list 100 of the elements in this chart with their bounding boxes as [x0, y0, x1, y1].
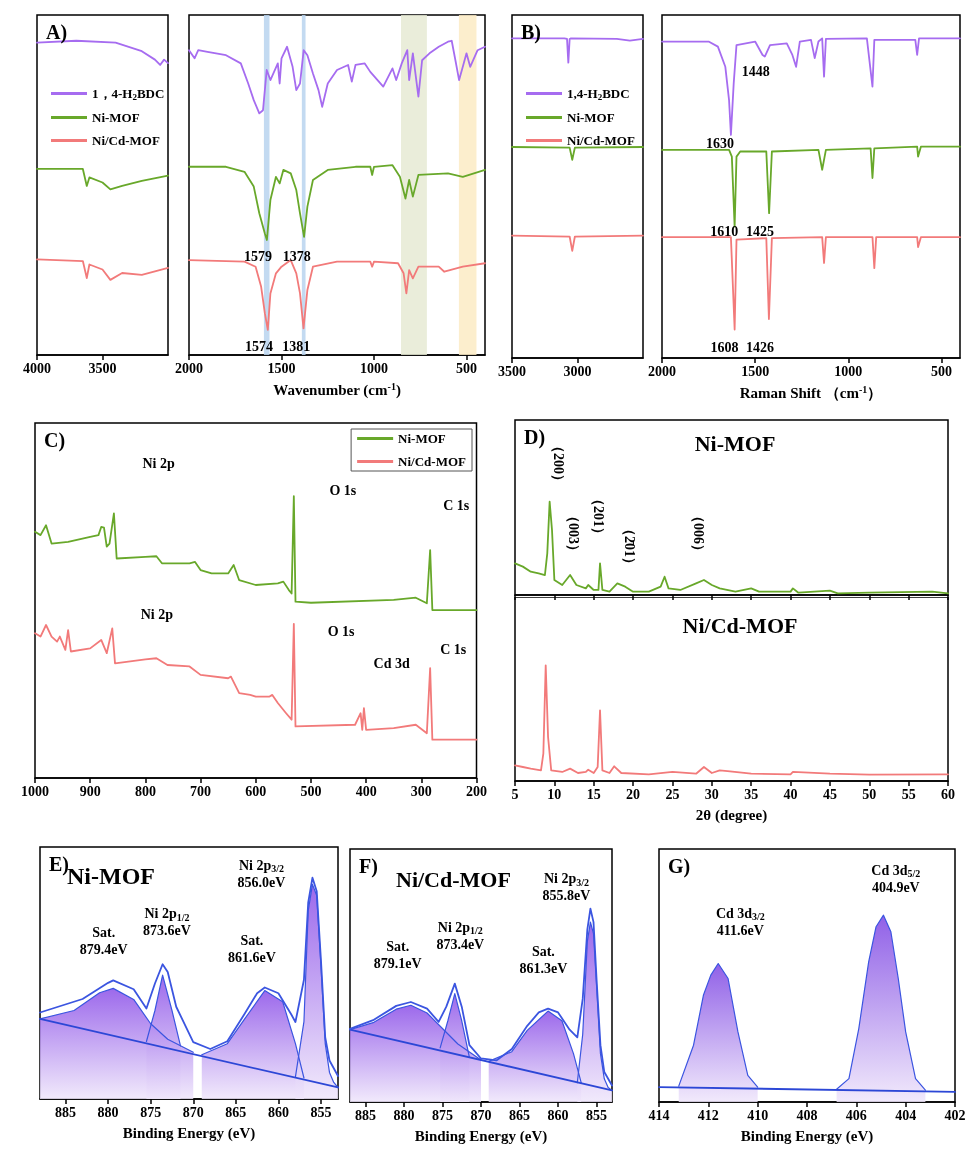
x-tick-label: 3500 — [88, 360, 117, 376]
x-tick-label: 800 — [134, 783, 156, 799]
annotation: Sat. 861.3eV — [519, 944, 568, 977]
x-tick-label: 404 — [895, 1107, 917, 1123]
annotation: （201） — [591, 492, 607, 542]
x-tick-label: 3500 — [498, 363, 526, 379]
x-tick-label: 60 — [941, 786, 955, 802]
annotation: 1426 — [746, 339, 775, 355]
x-tick-label: 865 — [225, 1104, 247, 1120]
annotation: 1630 — [706, 135, 735, 151]
chart-title: B) — [521, 21, 541, 44]
x-tick-label: 20 — [626, 786, 641, 802]
x-axis-title: Binding Energy (eV) — [122, 1124, 256, 1142]
x-tick-label: 300 — [410, 783, 432, 799]
x-tick-label: 5 — [511, 786, 519, 802]
legend-label: Ni/Cd-MOF — [567, 133, 635, 148]
x-tick-label: 1000 — [834, 363, 863, 379]
x-tick-label: 500 — [930, 363, 952, 379]
annotation: （003） — [565, 508, 581, 558]
annotation: （006） — [691, 508, 707, 558]
annotation: 1574 — [244, 339, 273, 354]
annotation: Sat. 879.4eV — [79, 925, 128, 958]
x-tick-label: 855 — [586, 1107, 608, 1123]
x-tick-label: 10 — [547, 786, 562, 802]
annotation: Cd 3d — [373, 655, 410, 671]
x-tick-label: 55 — [901, 786, 916, 802]
annotation: 1579 — [244, 249, 272, 265]
x-tick-label: 40 — [783, 786, 798, 802]
x-tick-label: 870 — [182, 1104, 204, 1120]
x-tick-label: 200 — [466, 783, 487, 799]
x-tick-label: 410 — [747, 1107, 769, 1123]
chart-subtitle: Ni/Cd-MOF — [682, 612, 798, 638]
x-tick-label: 50 — [862, 786, 877, 802]
x-tick-label: 3000 — [563, 363, 592, 379]
x-tick-label: 860 — [547, 1107, 569, 1123]
chart-subtitle: Ni-MOF — [694, 430, 776, 456]
annotation: 1381 — [282, 339, 311, 354]
x-axis-title: 2θ (degree) — [695, 806, 768, 824]
text: （200） — [550, 438, 566, 488]
annotation: Sat. 861.6eV — [227, 933, 276, 966]
annotation: O 1s — [327, 624, 356, 640]
x-axis-title: Binding Energy (eV) — [740, 1127, 874, 1145]
chart-title: D) — [524, 426, 546, 449]
x-tick-label: 700 — [190, 783, 212, 799]
x-tick-label: 880 — [393, 1107, 415, 1123]
x-tick-label: 885 — [354, 1107, 376, 1123]
legend-label: Ni/Cd-MOF — [92, 133, 160, 148]
legend-label: Ni/Cd-MOF — [398, 454, 467, 469]
x-tick-label: 900 — [79, 783, 101, 799]
annotation: O 1s — [329, 483, 357, 499]
annotation: 1448 — [741, 64, 770, 80]
x-tick-label: 860 — [267, 1104, 289, 1120]
x-tick-label: 600 — [245, 783, 267, 799]
chart-title: F) — [359, 855, 378, 878]
x-tick-label: 500 — [300, 783, 322, 799]
x-tick-label: 1500 — [267, 360, 296, 376]
annotation: Ni 2p — [140, 607, 174, 623]
annotation: Sat. 879.1eV — [373, 938, 422, 971]
x-axis-title: Binding Energy (eV) — [414, 1127, 548, 1145]
annotation: C 1s — [440, 642, 467, 658]
x-tick-label: 865 — [509, 1107, 531, 1123]
x-tick-label: 25 — [665, 786, 680, 802]
x-tick-label: 408 — [796, 1107, 818, 1123]
x-tick-label: 2000 — [648, 363, 676, 379]
annotation: 1425 — [746, 223, 775, 239]
legend-label: Ni-MOF — [92, 110, 140, 125]
text: Ni 2p — [142, 455, 175, 471]
x-tick-label: 4000 — [23, 360, 51, 376]
annotation: （2̄01） — [622, 522, 638, 572]
x-tick-label: 412 — [697, 1107, 719, 1123]
x-tick-label: 885 — [55, 1104, 77, 1120]
x-tick-label: 870 — [470, 1107, 492, 1123]
x-tick-label: 406 — [845, 1107, 867, 1123]
annotation: 1610 — [710, 223, 739, 239]
chart-subtitle: Ni-MOF — [67, 863, 155, 889]
x-tick-label: 1500 — [741, 363, 770, 379]
x-tick-label: 30 — [704, 786, 719, 802]
x-tick-label: 875 — [431, 1107, 453, 1123]
chart-title: E) — [49, 853, 69, 876]
x-tick-label: 414 — [648, 1107, 670, 1123]
annotation: C 1s — [443, 497, 470, 513]
chart-title: C) — [44, 429, 66, 452]
legend-label: Ni-MOF — [567, 110, 615, 125]
x-tick-label: 855 — [310, 1104, 332, 1120]
x-tick-label: 880 — [97, 1104, 119, 1120]
x-tick-label: 1000 — [21, 783, 49, 799]
annotation: 1608 — [710, 339, 739, 355]
x-tick-label: 2000 — [175, 360, 203, 376]
chart-title: A) — [46, 21, 68, 44]
chart-title: G) — [668, 855, 691, 878]
annotation: 1378 — [282, 249, 311, 265]
legend-label: Ni-MOF — [398, 431, 446, 446]
x-tick-label: 875 — [140, 1104, 162, 1120]
x-tick-label: 400 — [355, 783, 377, 799]
x-tick-label: 402 — [944, 1107, 966, 1123]
x-tick-label: 35 — [744, 786, 759, 802]
chart-subtitle: Ni/Cd-MOF — [396, 866, 511, 892]
x-tick-label: 500 — [456, 360, 477, 376]
x-tick-label: 1000 — [360, 360, 388, 376]
x-tick-label: 45 — [822, 786, 837, 802]
